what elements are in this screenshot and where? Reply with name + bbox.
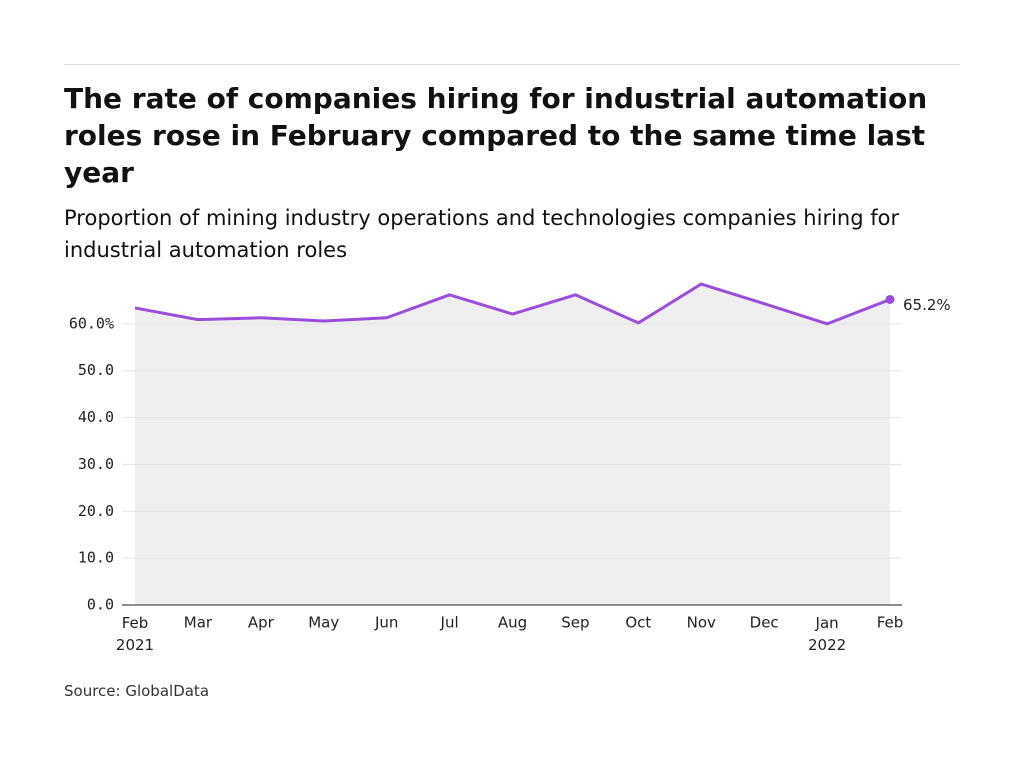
x-tick-label: Mar xyxy=(184,614,213,632)
x-tick-label: Aug xyxy=(498,614,527,632)
y-tick-label: 50.0 xyxy=(78,361,114,379)
x-tick-label: Dec xyxy=(750,614,779,632)
chart-title: The rate of companies hiring for industr… xyxy=(64,82,928,189)
x-tick-label: Jun xyxy=(374,614,398,632)
x-tick-label: Jul xyxy=(440,614,459,632)
y-tick-label: 30.0 xyxy=(78,455,114,473)
y-tick-label: 60.0% xyxy=(69,314,114,332)
top-rule xyxy=(64,64,960,65)
x-tick-label: Apr xyxy=(248,614,275,632)
x-tick-label: Sep xyxy=(561,614,589,632)
x-tick-label: Nov xyxy=(687,614,716,632)
point xyxy=(885,294,895,304)
y-tick-label: 20.0 xyxy=(78,502,114,520)
chart: 0.0 10.0 20.0 30.0 40.0 50.0 60.0% 65.2% Feb 2021… xyxy=(69,282,951,654)
y-tick-label: 0.0 xyxy=(87,596,114,614)
x-tick-label: Feb 2021 xyxy=(116,614,154,654)
y-tick-label: 40.0 xyxy=(78,408,114,426)
x-tick-label: Oct xyxy=(625,614,651,632)
source-note: Source: GlobalData xyxy=(64,682,210,700)
y-tick-label: 10.0 xyxy=(78,549,114,567)
chart-subtitle: Proportion of mining industry operations… xyxy=(64,206,900,262)
x-tick-label: Feb xyxy=(877,614,904,632)
x-tick-label: Jan 2022 xyxy=(808,614,846,654)
x-tick-label: May xyxy=(308,614,339,632)
value-label: 65.2% xyxy=(903,296,951,314)
line xyxy=(134,282,891,326)
area xyxy=(135,284,890,605)
